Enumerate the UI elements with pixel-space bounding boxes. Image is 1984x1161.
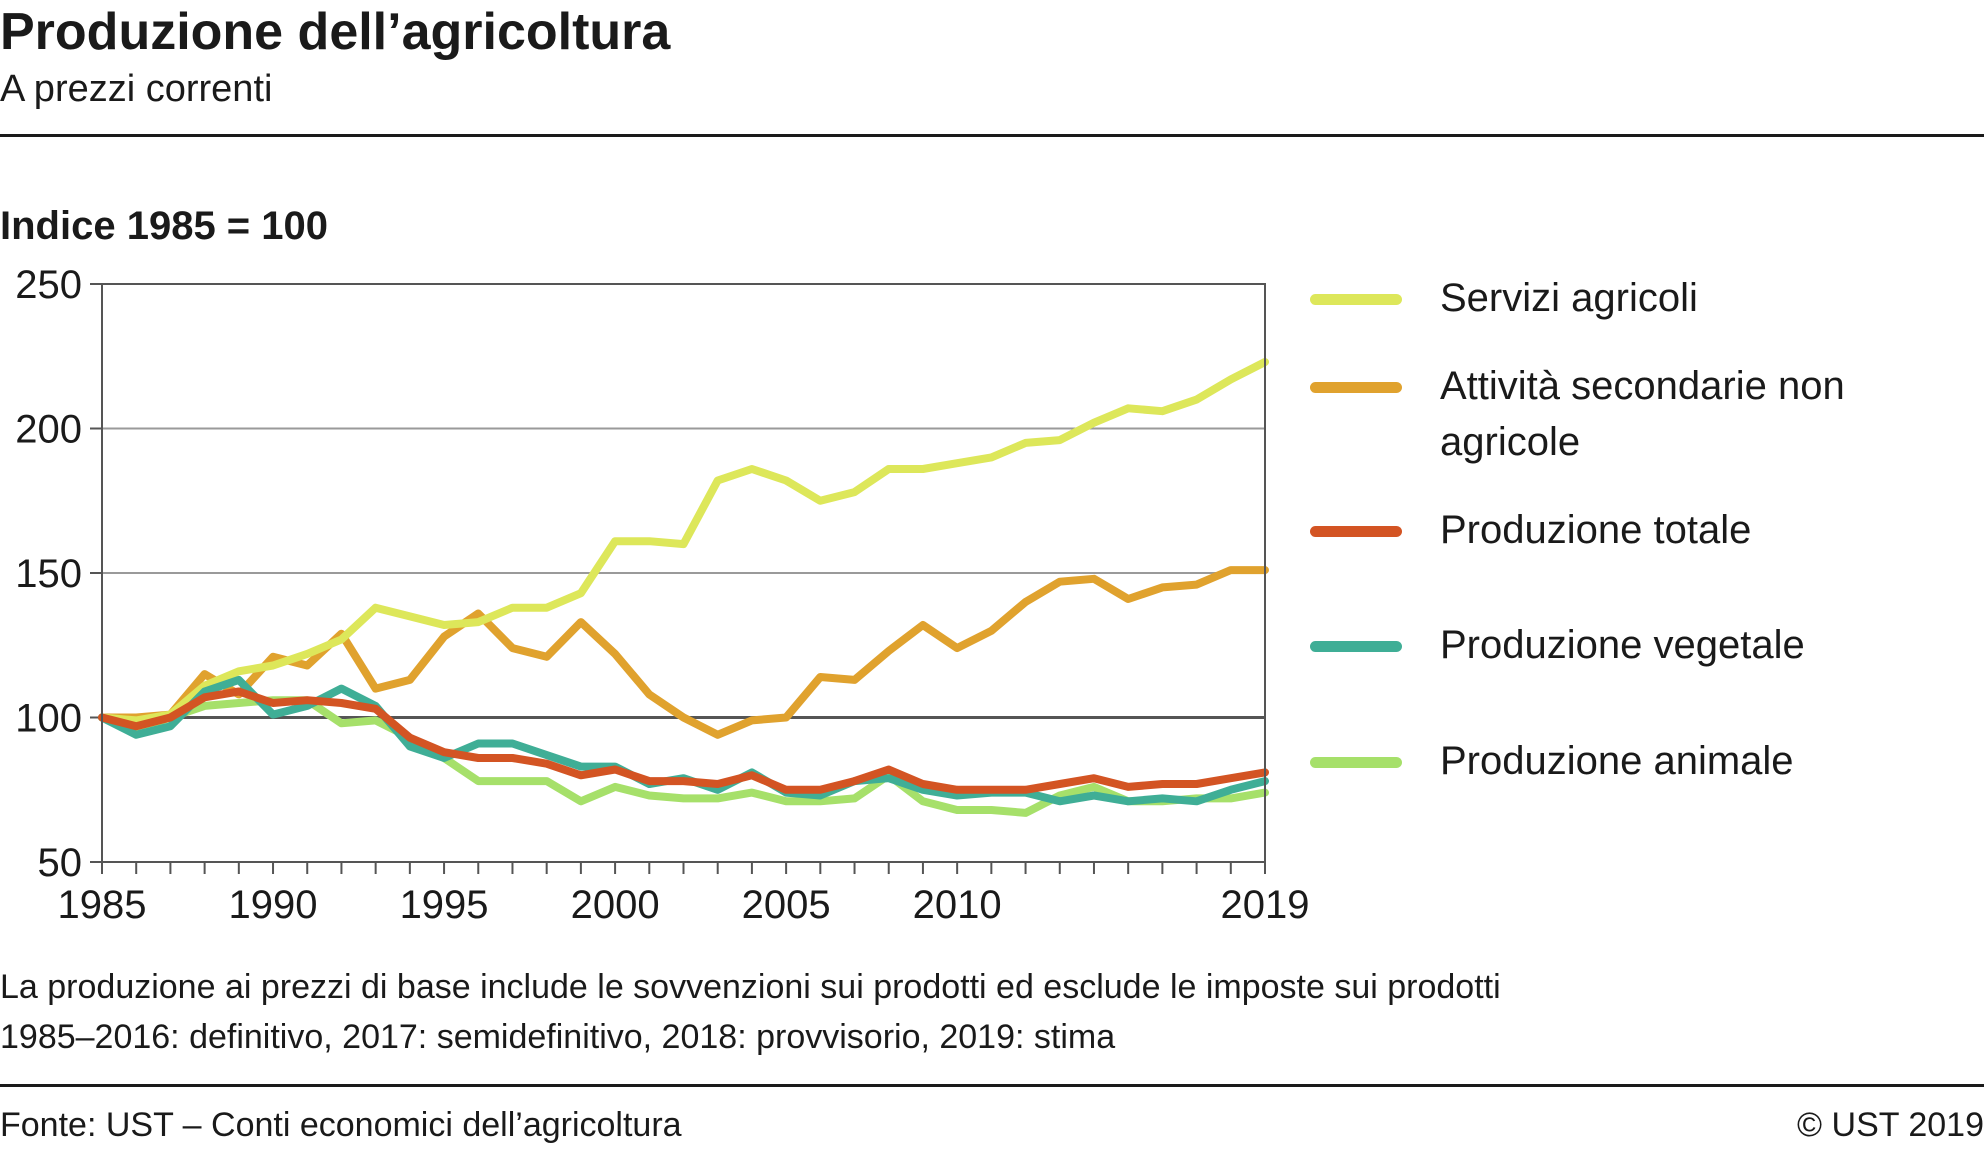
- legend-label: Produzione animale: [1440, 739, 1794, 783]
- legend-label: Produzione vegetale: [1440, 623, 1805, 667]
- legend-label: Servizi agricoli: [1440, 276, 1698, 320]
- x-tick-label: 2019: [1221, 883, 1310, 927]
- y-tick-label: 250: [15, 263, 82, 307]
- legend-swatch: [1310, 294, 1402, 305]
- x-tick-label: 1985: [58, 883, 147, 927]
- series-line-attivit-secondarie-non-agricole: [98, 566, 1269, 739]
- legend-swatch: [1310, 382, 1402, 393]
- y-axis-label: Indice 1985 = 100: [0, 204, 329, 248]
- chart-title: Produzione dell’agricoltura: [0, 3, 671, 61]
- footnote-2: 1985–2016: definitivo, 2017: semidefinit…: [0, 1018, 1116, 1056]
- legend-swatch: [1310, 526, 1402, 537]
- copyright: © UST 2019: [1797, 1106, 1984, 1144]
- grid-lines: [102, 427, 1265, 719]
- x-tick-label: 1995: [400, 883, 489, 927]
- series-line-produzione-totale: [98, 687, 1269, 794]
- x-tick-label: 2005: [742, 883, 831, 927]
- x-tick-label: 2010: [913, 883, 1002, 927]
- x-tick-label: 2000: [571, 883, 660, 927]
- source-note: Fonte: UST – Conti economici dell’agrico…: [0, 1106, 682, 1144]
- legend-label: Produzione totale: [1440, 508, 1752, 552]
- y-tick-label: 150: [15, 552, 82, 596]
- series-lines: [98, 358, 1269, 817]
- legend-label: Attività secondarie non agricole: [1440, 364, 1845, 464]
- legend-swatch: [1310, 757, 1402, 768]
- footnote-1: La produzione ai prezzi di base include …: [0, 968, 1501, 1006]
- axis-labels: 50 100 150 200 250 1985 1990 1995 2000 2005 2010 20…: [15, 263, 1309, 927]
- legend-swatch: [1310, 641, 1402, 652]
- bottom-divider: [0, 1084, 1984, 1087]
- y-tick-label: 50: [38, 841, 83, 885]
- y-tick-label: 100: [15, 697, 82, 741]
- line-chart: 50 100 150 200 250 1985 1990 1995 2000 2005 2010 20…: [15, 263, 1309, 927]
- y-tick-label: 200: [15, 408, 82, 452]
- top-divider: [0, 134, 1984, 137]
- plot-frame: [101, 283, 1266, 863]
- series-line-servizi-agricoli: [98, 358, 1269, 725]
- x-tick-label: 1990: [229, 883, 318, 927]
- chart-subtitle: A prezzi correnti: [0, 68, 273, 110]
